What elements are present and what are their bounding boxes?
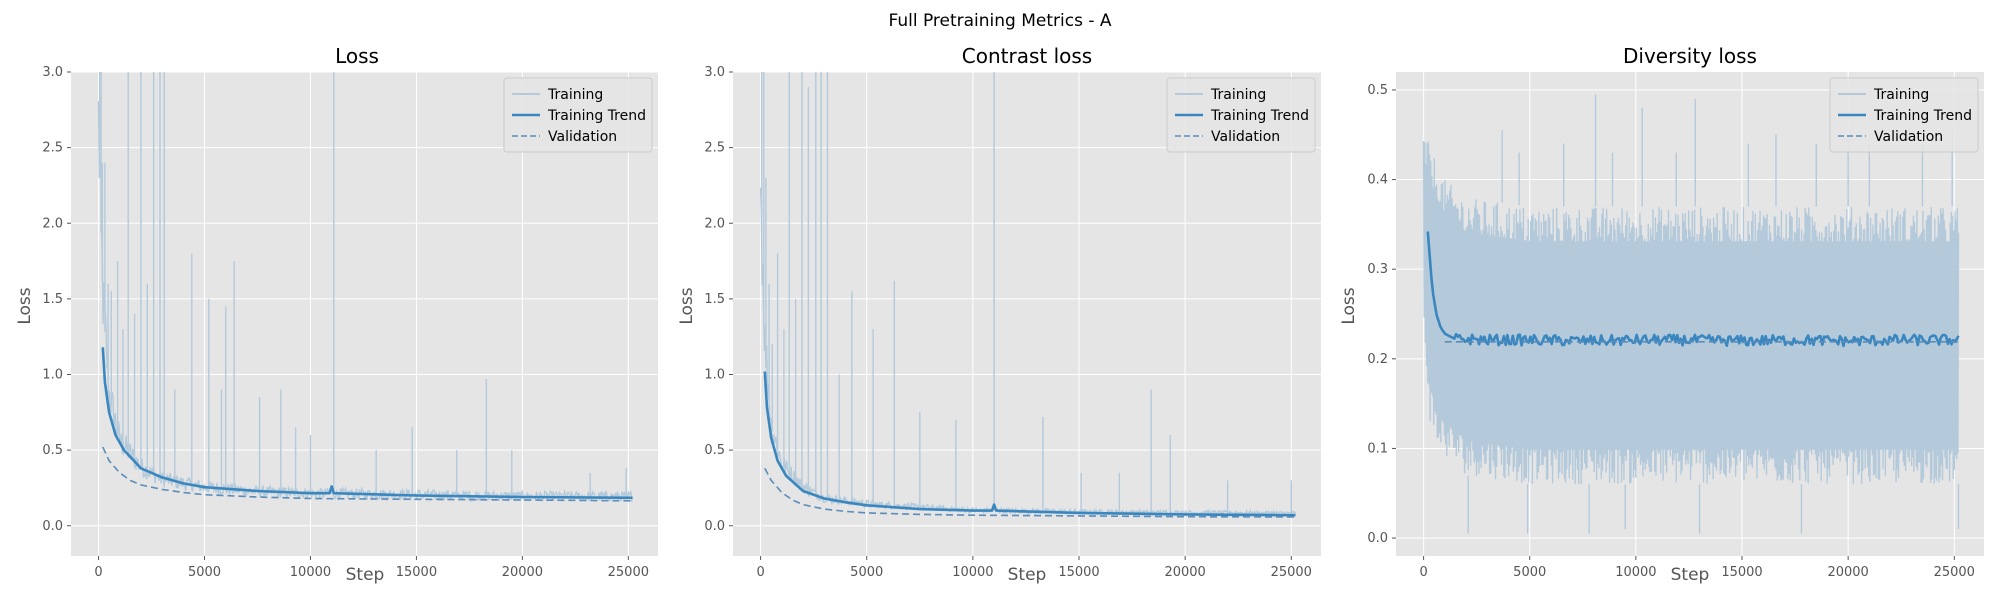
contrast-loss-y-tick-label: 2.0 — [704, 216, 725, 231]
contrast-loss-x-axis-label: Step — [1008, 565, 1047, 585]
contrast-loss-panel: Contrast loss Step Loss 0 5000 10000 15000 2… — [677, 44, 1321, 585]
diversity-loss-y-tick-label: 0.4 — [1367, 173, 1388, 188]
contrast-loss-legend-label: Training — [1210, 87, 1266, 103]
loss-legend: Training Training Trend Validation — [503, 77, 653, 153]
loss-y-tick-label: 0.0 — [42, 519, 63, 534]
diversity-loss-panel: Diversity loss Step Loss 0 5000 10000 15000… — [1339, 44, 1984, 585]
diversity-loss-x-tick-label: 0 — [1419, 565, 1427, 580]
figure-title: Full Pretraining Metrics - A — [888, 11, 1111, 31]
contrast-loss-legend-box — [1166, 77, 1316, 153]
contrast-loss-x-tick-label: 20000 — [1164, 565, 1205, 580]
diversity-loss-y-tick-label: 0.2 — [1367, 352, 1388, 367]
loss-validation-line — [102, 446, 633, 502]
diversity-loss-x-tick-label: 10000 — [1615, 565, 1656, 580]
diversity-loss-x-tick-label: 15000 — [1721, 565, 1762, 580]
contrast-loss-panel-title: Contrast loss — [962, 44, 1092, 68]
loss-legend-box — [503, 77, 653, 153]
loss-y-tick-label: 0.5 — [42, 443, 63, 458]
diversity-loss-x-tick-label: 20000 — [1827, 565, 1868, 580]
diversity-loss-y-tick-label: 0.1 — [1367, 441, 1388, 456]
contrast-loss-y-tick-label: 1.0 — [704, 368, 725, 383]
contrast-loss-x-tick-label: 15000 — [1058, 565, 1099, 580]
loss-x-tick-label: 20000 — [502, 565, 543, 580]
loss-panel: Loss Step Loss 0 5000 10000 15000 20000 25000… — [15, 44, 658, 585]
diversity-loss-y-tick-label: 0.0 — [1367, 531, 1388, 546]
diversity-loss-x-axis-label: Step — [1671, 565, 1710, 585]
diversity-loss-y-axis-label: Loss — [1339, 287, 1359, 324]
loss-series-group — [97, 72, 633, 503]
diversity-loss-legend-label: Training — [1873, 87, 1929, 103]
loss-plot-area — [71, 72, 658, 556]
loss-y-tick-label: 3.0 — [42, 65, 63, 80]
loss-legend-label: Training Trend — [547, 108, 646, 124]
loss-x-tick-label: 5000 — [188, 565, 221, 580]
loss-y-tick-label: 2.5 — [42, 141, 63, 156]
contrast-loss-training-trend-line — [763, 371, 1296, 517]
diversity-loss-panel-title: Diversity loss — [1623, 44, 1757, 68]
contrast-loss-series-group — [759, 72, 1297, 518]
contrast-loss-x-tick-label: 5000 — [850, 565, 883, 580]
loss-panel-title: Loss — [335, 44, 379, 68]
contrast-loss-x-tick-label: 10000 — [952, 565, 993, 580]
contrast-loss-y-tick-label: 3.0 — [704, 65, 725, 80]
contrast-loss-y-tick-label: 0.5 — [704, 443, 725, 458]
diversity-loss-legend-box — [1829, 77, 1979, 153]
contrast-loss-y-tick-label: 0.0 — [704, 519, 725, 534]
diversity-loss-x-tick-label: 25000 — [1934, 565, 1975, 580]
contrast-loss-validation-line — [764, 467, 1296, 518]
contrast-loss-y-axis-label: Loss — [677, 287, 697, 324]
loss-x-tick-label: 25000 — [608, 565, 649, 580]
diversity-loss-series-group — [1422, 94, 1960, 534]
loss-x-axis-label: Step — [346, 565, 385, 585]
loss-y-tick-label: 1.0 — [42, 368, 63, 383]
diversity-loss-legend: Training Training Trend Validation — [1829, 77, 1979, 153]
loss-x-tick-label: 15000 — [396, 565, 437, 580]
loss-y-tick-label: 1.5 — [42, 292, 63, 307]
diversity-loss-legend-label: Training Trend — [1873, 108, 1972, 124]
loss-training-trend-line — [101, 347, 633, 500]
diversity-loss-training-trend-line — [1426, 231, 1960, 348]
loss-y-axis-label: Loss — [15, 287, 35, 324]
contrast-loss-y-tick-label: 1.5 — [704, 292, 725, 307]
loss-x-tick-label: 0 — [94, 565, 102, 580]
diversity-loss-y-tick-label: 0.3 — [1367, 262, 1388, 277]
loss-y-tick-label: 2.0 — [42, 216, 63, 231]
contrast-loss-legend-label: Training Trend — [1210, 108, 1309, 124]
diversity-loss-training-band — [1423, 159, 1959, 450]
diversity-loss-legend-label: Validation — [1874, 129, 1943, 145]
diversity-loss-x-tick-label: 5000 — [1513, 565, 1546, 580]
contrast-loss-plot-area — [733, 72, 1321, 556]
contrast-loss-x-tick-label: 0 — [756, 565, 764, 580]
loss-x-tick-label: 10000 — [290, 565, 331, 580]
loss-legend-label: Validation — [548, 129, 617, 145]
contrast-loss-legend-label: Validation — [1211, 129, 1280, 145]
diversity-loss-y-tick-label: 0.5 — [1367, 83, 1388, 98]
contrast-loss-legend: Training Training Trend Validation — [1166, 77, 1316, 153]
contrast-loss-y-tick-label: 2.5 — [704, 141, 725, 156]
loss-legend-label: Training — [547, 87, 603, 103]
contrast-loss-x-tick-label: 25000 — [1271, 565, 1312, 580]
